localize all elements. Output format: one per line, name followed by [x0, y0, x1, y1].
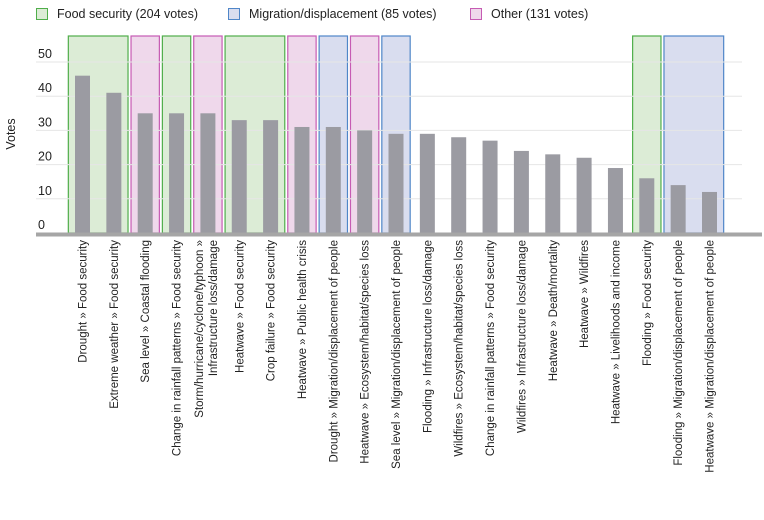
- x-tick-label-9: Heatwave » Ecosystem/habitat/species los…: [360, 240, 372, 464]
- x-tick-label-18: Flooding » Food security: [642, 240, 654, 366]
- y-tick-label-0: 0: [38, 218, 45, 232]
- bar-9: [357, 130, 373, 233]
- x-tick-label-8: Drought » Migration/displacement of peop…: [328, 240, 340, 462]
- bar-19: [670, 185, 686, 233]
- x-tick-label-1: Extreme weather » Food security: [109, 240, 121, 409]
- bar-8: [325, 126, 341, 233]
- bar-10: [388, 133, 404, 233]
- x-tick-label-5: Heatwave » Food security: [234, 240, 246, 373]
- x-tick-label-3: Change in rainfall patterns » Food secur…: [172, 240, 184, 456]
- y-tick-label-30: 30: [38, 115, 52, 129]
- bar-4: [200, 113, 216, 233]
- legend-label: Food security (204 votes): [57, 7, 199, 21]
- bar-6: [263, 120, 279, 233]
- x-tick-label-7: Heatwave » Public health crisis: [297, 240, 309, 399]
- bar-14: [513, 150, 529, 233]
- x-tick-label-13: Change in rainfall patterns » Food secur…: [485, 240, 497, 456]
- bar-3: [169, 113, 185, 233]
- x-tick-label-20: Heatwave » Migration/displacement of peo…: [705, 240, 717, 473]
- bar-13: [482, 140, 498, 233]
- bar-1: [106, 92, 122, 233]
- x-tick-label-2: Sea level » Coastal flooding: [140, 240, 152, 383]
- bar-0: [75, 75, 90, 234]
- bar-17: [607, 168, 623, 233]
- legend-item-other: Other (131 votes): [470, 6, 588, 22]
- bar-15: [545, 154, 561, 233]
- bars: [75, 75, 717, 234]
- bar-11: [419, 133, 435, 233]
- legend-swatch-food-security: [36, 8, 48, 20]
- bar-16: [576, 157, 592, 233]
- legend-swatch-migration: [228, 8, 240, 20]
- x-tick-label-19: Flooding » Migration/displacement of peo…: [673, 240, 685, 466]
- legend-label: Migration/displacement (85 votes): [249, 7, 437, 21]
- y-tick-label-20: 20: [38, 150, 52, 164]
- y-tick-label-50: 50: [38, 47, 52, 61]
- bar-12: [451, 137, 467, 233]
- legend-item-migration: Migration/displacement (85 votes): [228, 6, 437, 22]
- x-tick-label-0: Drought » Food security: [78, 240, 90, 363]
- x-tick-label-11: Flooding » Infrastructure loss/damage: [422, 240, 434, 433]
- legend-swatch-other: [470, 8, 482, 20]
- y-tick-label-10: 10: [38, 184, 52, 198]
- bar-7: [294, 126, 310, 233]
- x-tick-label-6: Crop failure » Food security: [266, 240, 278, 382]
- legend-item-food-security: Food security (204 votes): [36, 6, 198, 22]
- x-tick-label-16: Heatwave » Wildfires: [579, 240, 591, 348]
- bar-2: [137, 113, 153, 233]
- x-tick-label-10: Sea level » Migration/displacement of pe…: [391, 240, 403, 469]
- x-tick-label-14: Wildfires » Infrastructure loss/damage: [516, 240, 528, 433]
- labels: 0 10 20 30 40 50 Votes Drought » Food security E…: [4, 47, 717, 473]
- x-tick-label-4: Storm/hurricane/cyclone/typhoon » Infrast…: [194, 240, 220, 418]
- y-tick-label-40: 40: [38, 81, 52, 95]
- bar-18: [639, 178, 655, 233]
- bar-5: [231, 120, 247, 233]
- x-tick-label-12: Wildfires » Ecosystem/habitat/species lo…: [454, 240, 466, 457]
- legend-label: Other (131 votes): [491, 7, 589, 21]
- y-axis-label: Votes: [4, 118, 18, 149]
- x-tick-label-17: Heatwave » Livelihoods and income: [610, 240, 622, 424]
- bar-20: [702, 191, 717, 233]
- x-tick-label-15: Heatwave » Death/mortality: [548, 240, 560, 382]
